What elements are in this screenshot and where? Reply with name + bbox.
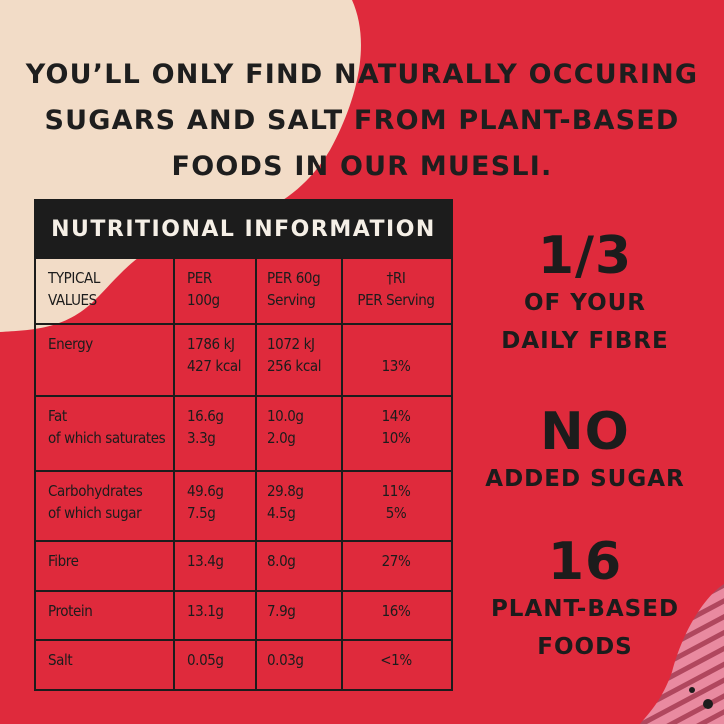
table-row: Energy 1786 kJ 427 kcal 1072 kJ 256 kcal…: [34, 323, 453, 397]
claim-fibre-text: OF YOUR: [523, 290, 647, 316]
cell-serving: 7.9g: [255, 590, 343, 641]
table-row: Carbohydrates of which sugar 49.6g 7.5g …: [34, 470, 453, 542]
claim-foods-text: PLANT-BASED: [490, 596, 680, 622]
cell-ri: 13%: [341, 323, 453, 397]
seed-dot: [689, 687, 695, 693]
row-label-fat: Fat of which saturates: [34, 395, 175, 472]
striped-pink-shape: [640, 584, 724, 724]
row-label-protein: Protein: [34, 590, 175, 641]
cell-serving: 8.0g: [255, 540, 343, 592]
claim-fibre: 1/3 OF YOUR DAILY FIBRE: [470, 228, 700, 360]
cell-serving: 0.03g: [255, 639, 343, 691]
claim-foods-value: 16: [547, 532, 623, 592]
cell-ri: 27%: [341, 540, 453, 592]
table-row: Salt 0.05g 0.03g <1%: [34, 639, 453, 691]
header-per-serving: PER 60g Serving: [255, 257, 343, 325]
nutrition-table: NUTRITIONAL INFORMATION TYPICAL VALUES P…: [34, 199, 453, 691]
row-label-salt: Salt: [34, 639, 175, 691]
table-header-row: TYPICAL VALUES PER 100g PER 60g Serving …: [34, 257, 453, 325]
nutrition-grid: TYPICAL VALUES PER 100g PER 60g Serving …: [34, 257, 453, 691]
claim-fibre-text: DAILY FIBRE: [501, 328, 669, 354]
headline-line: SUGARS AND SALT FROM PLANT-BASED: [44, 105, 680, 136]
claim-sugar: NO ADDED SUGAR: [470, 404, 700, 498]
row-label-fibre: Fibre: [34, 540, 175, 592]
table-row: Fat of which saturates 16.6g 3.3g 10.0g …: [34, 395, 453, 472]
claim-sugar-value: NO: [540, 402, 630, 462]
claim-fibre-value: 1/3: [537, 226, 633, 286]
cell-ri: 16%: [341, 590, 453, 641]
table-row: Fibre 13.4g 8.0g 27%: [34, 540, 453, 592]
cell-per100: 0.05g: [173, 639, 257, 691]
cell-serving: 29.8g 4.5g: [255, 470, 343, 542]
claim-sugar-text: ADDED SUGAR: [485, 466, 685, 492]
row-label-energy: Energy: [34, 323, 175, 397]
row-label-carbohydrates: Carbohydrates of which sugar: [34, 470, 175, 542]
cell-per100: 1786 kJ 427 kcal: [173, 323, 257, 397]
claim-foods: 16 PLANT-BASED FOODS: [470, 534, 700, 666]
seed-dot: [703, 699, 713, 709]
cell-per100: 13.1g: [173, 590, 257, 641]
headline: YOU’LL ONLY FIND NATURALLY OCCURING SUGA…: [0, 52, 724, 190]
cell-ri: 11% 5%: [341, 470, 453, 542]
table-row: Protein 13.1g 7.9g 16%: [34, 590, 453, 641]
headline-line: YOU’LL ONLY FIND NATURALLY OCCURING: [25, 59, 699, 90]
cell-ri: 14% 10%: [341, 395, 453, 472]
header-ri-per-serving: †RI PER Serving: [341, 257, 453, 325]
table-title: NUTRITIONAL INFORMATION: [34, 199, 453, 257]
header-typical-values: TYPICAL VALUES: [34, 257, 175, 325]
cell-serving: 1072 kJ 256 kcal: [255, 323, 343, 397]
cell-per100: 49.6g 7.5g: [173, 470, 257, 542]
header-per-100g: PER 100g: [173, 257, 257, 325]
cell-ri: <1%: [341, 639, 453, 691]
cell-serving: 10.0g 2.0g: [255, 395, 343, 472]
cell-per100: 13.4g: [173, 540, 257, 592]
cell-per100: 16.6g 3.3g: [173, 395, 257, 472]
headline-line: FOODS IN OUR MUESLI.: [171, 151, 553, 182]
claim-foods-text: FOODS: [537, 634, 633, 660]
